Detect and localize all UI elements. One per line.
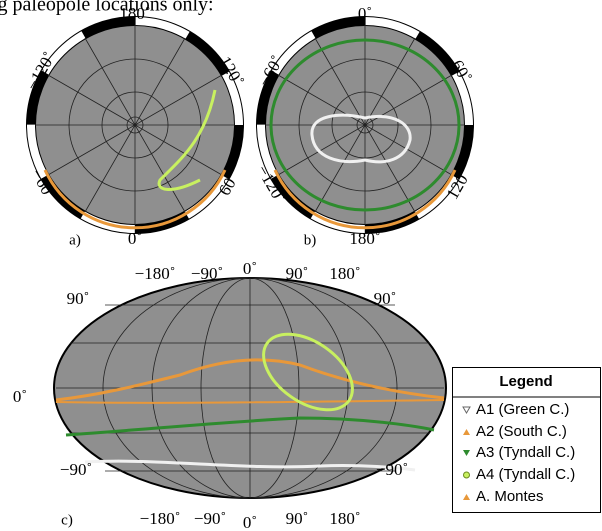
- tick-label: 180˚: [329, 264, 360, 283]
- legend-entry: A2 (South C.): [476, 423, 567, 440]
- tick-label: 90˚: [286, 509, 309, 528]
- figure: ting paleopole locations only: 180˚ −120…: [0, 0, 602, 531]
- legend-title: Legend: [499, 373, 552, 390]
- panel-label: b): [304, 232, 317, 248]
- tick-label: 90˚: [67, 289, 90, 308]
- polar-map-b: [257, 17, 474, 234]
- tick-label: 0˚: [243, 513, 257, 531]
- caption: ting paleopole locations only:: [0, 0, 214, 16]
- tick-label: 0˚: [358, 4, 372, 23]
- tick-label: −180˚: [135, 264, 176, 283]
- panel-label: a): [69, 232, 81, 248]
- tick-label: 90˚: [374, 289, 397, 308]
- legend-marker: [464, 472, 470, 478]
- tick-label: 180˚: [119, 4, 150, 23]
- tick-label: 0˚: [13, 387, 27, 406]
- legend-entry: A1 (Green C.): [476, 401, 569, 418]
- legend-entry: A4 (Tyndall C.): [476, 466, 575, 483]
- tick-label: 180˚: [329, 509, 360, 528]
- tick-label: −90˚: [376, 460, 408, 479]
- legend-entry: A3 (Tyndall C.): [476, 444, 575, 461]
- tick-label: −180˚: [140, 509, 181, 528]
- polar-map-a: [27, 17, 244, 234]
- tick-label: 180˚: [349, 229, 380, 248]
- tick-label: 0˚: [243, 259, 257, 278]
- tick-label: 0˚: [128, 229, 142, 248]
- tick-label: 90˚: [286, 264, 309, 283]
- legend-entry: A. Montes: [476, 488, 544, 505]
- tick-label: −90˚: [194, 509, 226, 528]
- legend: Legend A1 (Green C.) A2 (South C.) A3 (T…: [452, 368, 601, 513]
- tick-label: −90˚: [60, 460, 92, 479]
- panel-label: c): [61, 512, 73, 528]
- tick-label: −90˚: [191, 264, 223, 283]
